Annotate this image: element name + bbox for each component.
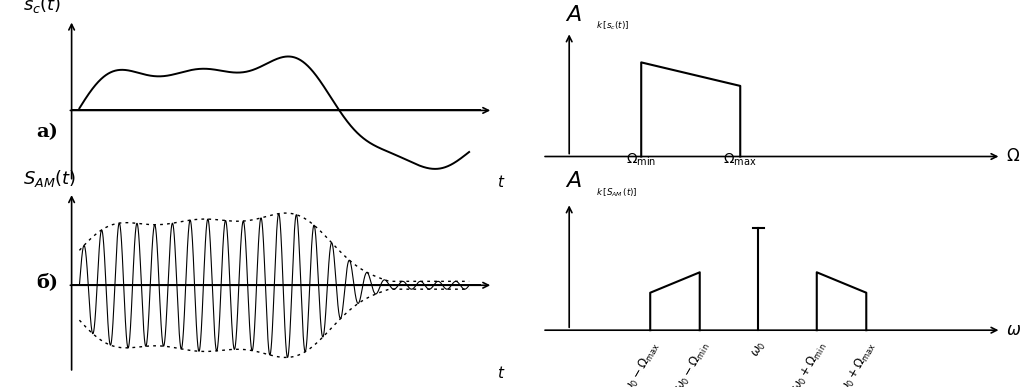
Text: $\omega_0 - \Omega_{\rm min}$: $\omega_0 - \Omega_{\rm min}$	[672, 339, 713, 387]
Text: $S_{AM}(t)$: $S_{AM}(t)$	[23, 168, 76, 189]
Text: $A$: $A$	[565, 170, 581, 192]
Text: а): а)	[36, 123, 57, 140]
Text: $\omega$: $\omega$	[1006, 322, 1021, 339]
Text: б): б)	[36, 274, 58, 291]
Text: $\Omega_{\rm min}$: $\Omega_{\rm min}$	[626, 152, 657, 168]
Text: $\omega_0 + \Omega_{\rm max}$: $\omega_0 + \Omega_{\rm max}$	[837, 339, 880, 387]
Text: $s_c(t)$: $s_c(t)$	[23, 0, 60, 15]
Text: $\Omega$: $\Omega$	[1006, 148, 1020, 165]
Text: $\omega_0 - \Omega_{\rm max}$: $\omega_0 - \Omega_{\rm max}$	[621, 339, 663, 387]
Text: $A$: $A$	[565, 3, 581, 26]
Text: $\Omega_{\rm max}$: $\Omega_{\rm max}$	[723, 152, 757, 168]
Text: $_{k\,[S_{AM}\,(t)]}$: $_{k\,[S_{AM}\,(t)]}$	[596, 186, 638, 199]
Text: $t$: $t$	[497, 365, 505, 381]
Text: $\omega_0 + \Omega_{\rm min}$: $\omega_0 + \Omega_{\rm min}$	[789, 339, 830, 387]
Text: $\omega_0$: $\omega_0$	[750, 339, 769, 360]
Text: $t$: $t$	[497, 173, 505, 190]
Text: $_{k\,[s_c(t)]}$: $_{k\,[s_c(t)]}$	[596, 19, 629, 31]
